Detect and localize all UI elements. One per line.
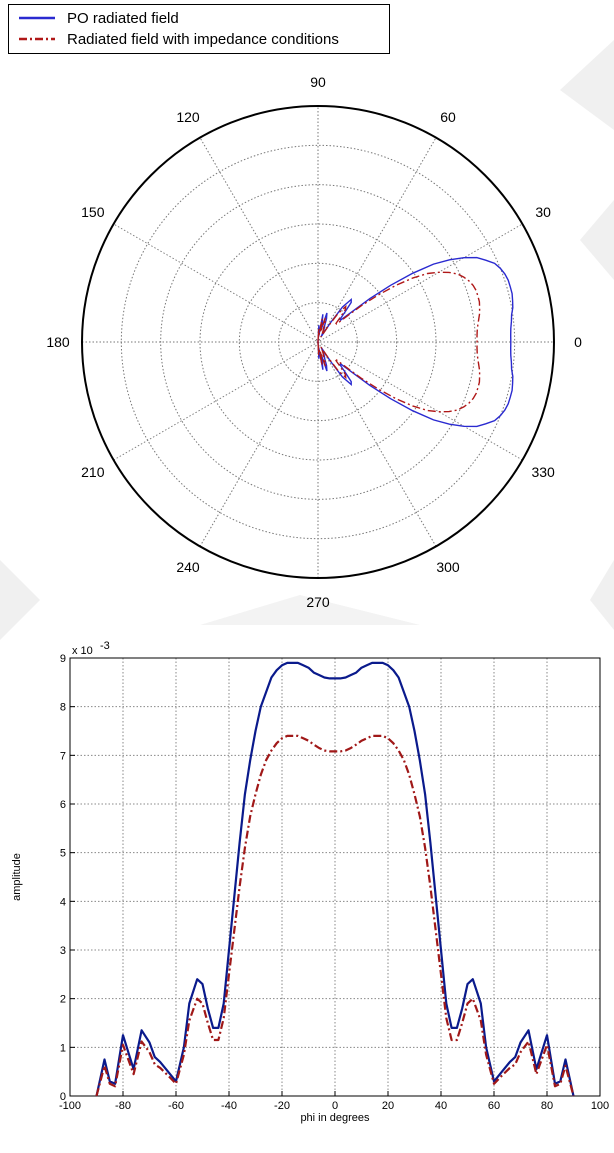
y-tick-label: 5 bbox=[60, 848, 66, 860]
polar-angle-label: 90 bbox=[310, 74, 326, 90]
cart-grid bbox=[70, 658, 600, 1096]
x-tick-label: 20 bbox=[382, 1100, 394, 1112]
y-axis-label: amplitude bbox=[11, 853, 23, 901]
y-tick-label: 4 bbox=[60, 896, 66, 908]
legend-swatch-dashdot bbox=[17, 34, 57, 44]
polar-angle-label: 120 bbox=[176, 109, 200, 125]
polar-angle-label: 30 bbox=[535, 204, 551, 220]
cart-series-line bbox=[97, 736, 574, 1096]
legend-entry: Radiated field with impedance conditions bbox=[17, 29, 339, 49]
legend-entry: PO radiated field bbox=[17, 8, 179, 28]
polar-angle-label: 180 bbox=[46, 334, 70, 350]
polar-angle-label: 330 bbox=[531, 464, 555, 480]
polar-angle-label: 60 bbox=[440, 109, 456, 125]
y-tick-label: 2 bbox=[60, 994, 66, 1006]
legend-swatch-solid bbox=[17, 13, 57, 23]
x-tick-label: -20 bbox=[274, 1100, 290, 1112]
x-tick-label: -40 bbox=[221, 1100, 237, 1112]
y-multiplier-label: x 10 bbox=[72, 645, 93, 657]
polar-angle-label: 150 bbox=[81, 204, 105, 220]
amplitude-chart: -100 -80 -60 -40 -20 0 20 40 60 80 1000123456789x … bbox=[0, 640, 614, 1153]
x-tick-label: 100 bbox=[591, 1100, 609, 1112]
x-tick-label: 0 bbox=[332, 1100, 338, 1112]
polar-angle-label: 0 bbox=[574, 334, 582, 350]
x-tick-label: 80 bbox=[541, 1100, 553, 1112]
legend-label: Radiated field with impedance conditions bbox=[67, 31, 339, 48]
polar-angle-label: 240 bbox=[176, 559, 200, 575]
legend-label: PO radiated field bbox=[67, 10, 179, 27]
y-tick-label: 9 bbox=[60, 653, 66, 665]
y-tick-label: 6 bbox=[60, 799, 66, 811]
y-tick-label: 0 bbox=[60, 1091, 66, 1103]
y-tick-label: 1 bbox=[60, 1042, 66, 1054]
x-tick-label: 40 bbox=[435, 1100, 447, 1112]
x-tick-label: -60 bbox=[168, 1100, 184, 1112]
polar-angle-label: 270 bbox=[306, 594, 330, 610]
polar-chart: 0 30 60 90 120 150 180 210 240 270 300 330 bbox=[0, 50, 614, 620]
x-axis-label: phi in degrees bbox=[300, 1112, 370, 1124]
y-tick-label: 3 bbox=[60, 945, 66, 957]
polar-angle-label: 210 bbox=[81, 464, 105, 480]
y-tick-label: 7 bbox=[60, 750, 66, 762]
polar-angle-label: 300 bbox=[436, 559, 460, 575]
x-tick-label: 60 bbox=[488, 1100, 500, 1112]
x-tick-label: -80 bbox=[115, 1100, 131, 1112]
y-tick-label: 8 bbox=[60, 702, 66, 714]
legend: PO radiated field Radiated field with im… bbox=[8, 4, 390, 54]
y-multiplier-exponent: -3 bbox=[100, 640, 110, 652]
